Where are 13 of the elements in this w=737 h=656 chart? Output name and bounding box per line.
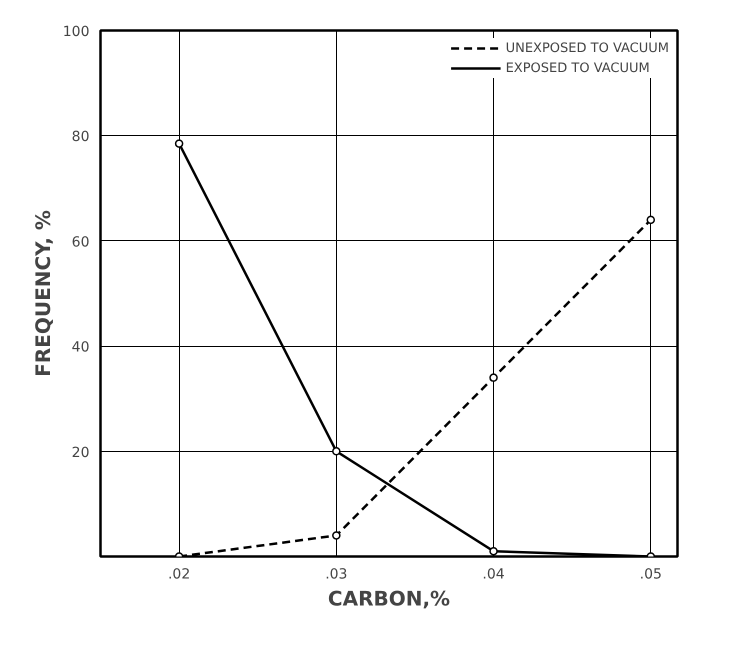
x-tick-label: .02 xyxy=(168,566,190,582)
legend-label: EXPOSED TO VACUUM xyxy=(506,60,650,76)
y-tick-label: 80 xyxy=(72,129,90,146)
y-axis-title: FREQUENCY, % xyxy=(30,210,55,377)
x-tick-label: .03 xyxy=(325,566,348,582)
x-axis-title: CARBON,% xyxy=(328,586,450,610)
y-tick-label: 100 xyxy=(62,24,90,40)
y-tick-label: 40 xyxy=(72,340,90,356)
x-tick-label: .05 xyxy=(640,566,662,582)
legend-label: UNEXPOSED TO VACUUM xyxy=(506,40,669,56)
y-tick-label: 20 xyxy=(72,444,90,461)
y-tick-label: 60 xyxy=(72,234,90,250)
x-tick-label: .04 xyxy=(482,566,505,582)
